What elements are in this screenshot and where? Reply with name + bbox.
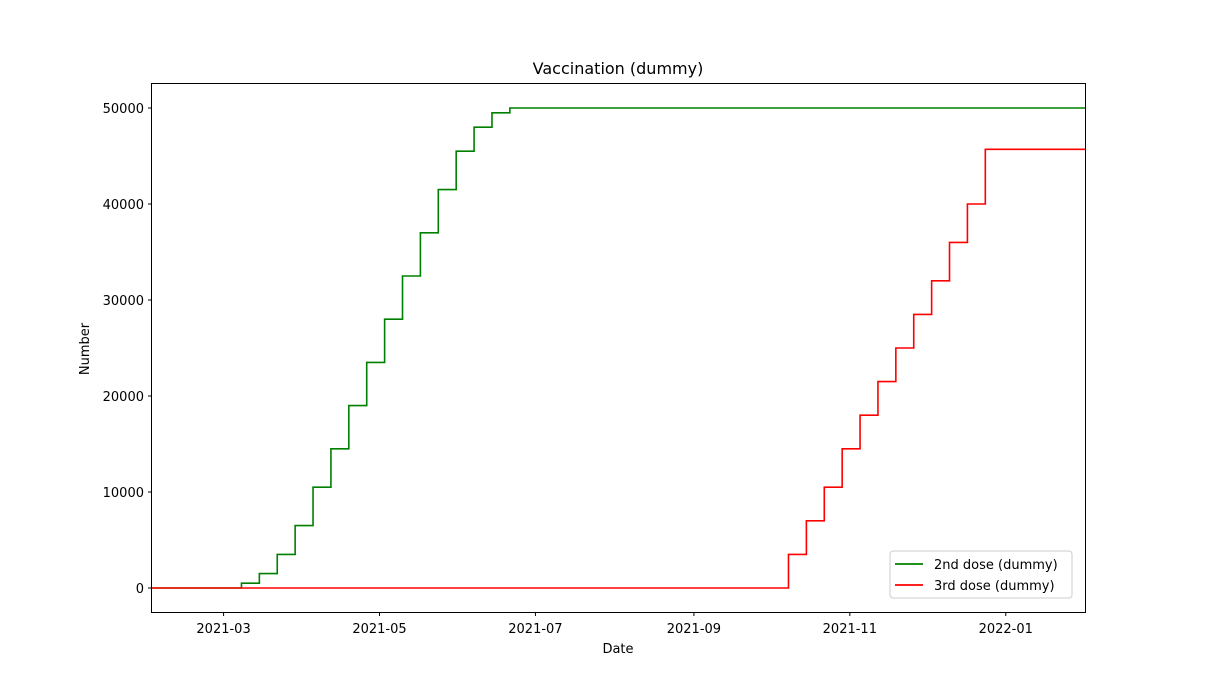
y-tick-label: 10000 xyxy=(103,486,144,501)
y-tick-label: 40000 xyxy=(103,198,144,213)
chart-title: Vaccination (dummy) xyxy=(533,59,704,78)
y-axis: 0 10000 20000 30000 40000 50000 xyxy=(103,102,152,597)
legend-label-2: 3rd dose (dummy) xyxy=(934,579,1055,594)
legend-label-1: 2nd dose (dummy) xyxy=(934,558,1058,573)
x-tick-label: 2021-03 xyxy=(196,622,250,637)
x-axis: 2021-03 2021-05 2021-07 2021-09 2021-11 2022-… xyxy=(196,612,1033,637)
y-tick-label: 0 xyxy=(136,582,144,597)
plot-frame xyxy=(151,83,1086,613)
x-axis-label: Date xyxy=(602,642,633,657)
y-tick-label: 50000 xyxy=(103,102,144,117)
y-tick-label: 20000 xyxy=(103,390,144,405)
series-layer xyxy=(152,107,1085,589)
series-line-2 xyxy=(152,148,1085,589)
x-tick-label: 2022-01 xyxy=(979,622,1033,637)
x-tick-label: 2021-09 xyxy=(667,622,721,637)
x-tick-label: 2021-07 xyxy=(508,622,562,637)
series-line-1 xyxy=(152,107,1085,589)
y-axis-label: Number xyxy=(78,322,93,375)
y-tick-label: 30000 xyxy=(103,294,144,309)
x-tick-label: 2021-05 xyxy=(352,622,406,637)
legend-box xyxy=(889,550,1073,599)
legend: 2nd dose (dummy) 3rd dose (dummy) xyxy=(889,550,1073,599)
x-tick-label: 2021-11 xyxy=(823,622,877,637)
